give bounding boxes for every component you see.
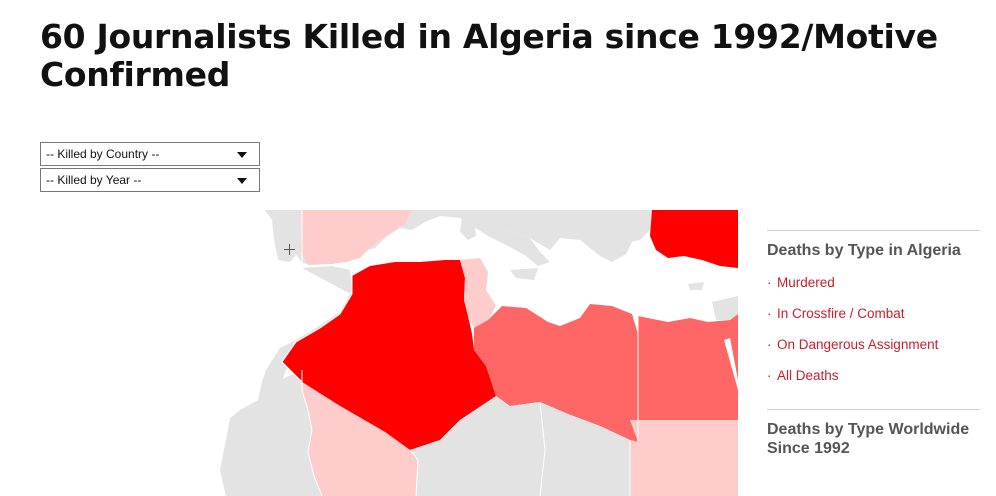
map-region-libya[interactable] bbox=[474, 304, 638, 442]
divider bbox=[767, 409, 980, 410]
map-region-italy[interactable] bbox=[460, 218, 550, 266]
death-type-list: Murdered In Crossfire / Combat On Danger… bbox=[767, 274, 980, 398]
worldwide-deaths-heading: Deaths by Type Worldwide Since 1992 bbox=[767, 421, 970, 457]
map-region-morocco[interactable] bbox=[220, 266, 360, 496]
year-select-value: -- Killed by Year -- bbox=[46, 173, 142, 187]
map[interactable] bbox=[40, 210, 738, 496]
algeria-deaths-heading: Deaths by Type in Algeria bbox=[767, 242, 961, 259]
map-region-islands[interactable] bbox=[460, 216, 476, 240]
death-type-link[interactable]: All Deaths bbox=[767, 367, 980, 398]
country-select-value: -- Killed by Country -- bbox=[46, 147, 160, 161]
filter-selects: -- Killed by Country -- -- Killed by Yea… bbox=[40, 142, 260, 194]
map-region-red-sea bbox=[724, 338, 738, 390]
map-region-cyprus[interactable] bbox=[688, 282, 704, 290]
map-region-tunisia[interactable] bbox=[460, 258, 496, 328]
map-region-levant[interactable] bbox=[712, 296, 738, 320]
map-region-mali[interactable] bbox=[302, 382, 418, 496]
map-region-mauritania[interactable] bbox=[220, 370, 322, 496]
map-region-egypt[interactable] bbox=[638, 314, 738, 420]
sidebar: Deaths by Type in Algeria Murdered In Cr… bbox=[767, 230, 980, 472]
map-region-spain[interactable] bbox=[300, 210, 412, 265]
map-region-algeria[interactable] bbox=[282, 260, 496, 450]
chevron-down-icon bbox=[237, 178, 247, 184]
map-canvas[interactable] bbox=[40, 210, 738, 496]
map-region-chad[interactable] bbox=[540, 402, 630, 496]
death-type-link[interactable]: On Dangerous Assignment bbox=[767, 336, 980, 367]
country-select[interactable]: -- Killed by Country -- bbox=[40, 142, 260, 166]
map-region-greece[interactable] bbox=[582, 210, 652, 262]
map-borders bbox=[281, 210, 639, 496]
divider bbox=[767, 230, 980, 231]
death-type-link[interactable]: In Crossfire / Combat bbox=[767, 305, 980, 336]
chevron-down-icon bbox=[237, 152, 247, 158]
page-title: 60 Journalists Killed in Algeria since 1… bbox=[40, 17, 938, 94]
death-type-link[interactable]: Murdered bbox=[767, 274, 980, 305]
map-crosshair-icon bbox=[284, 244, 295, 255]
map-region-sicily[interactable] bbox=[510, 268, 538, 280]
map-region-turkey[interactable] bbox=[650, 210, 738, 268]
year-select[interactable]: -- Killed by Year -- bbox=[40, 168, 260, 192]
map-region-sudan[interactable] bbox=[630, 420, 738, 496]
map-region-niger[interactable] bbox=[410, 396, 545, 496]
